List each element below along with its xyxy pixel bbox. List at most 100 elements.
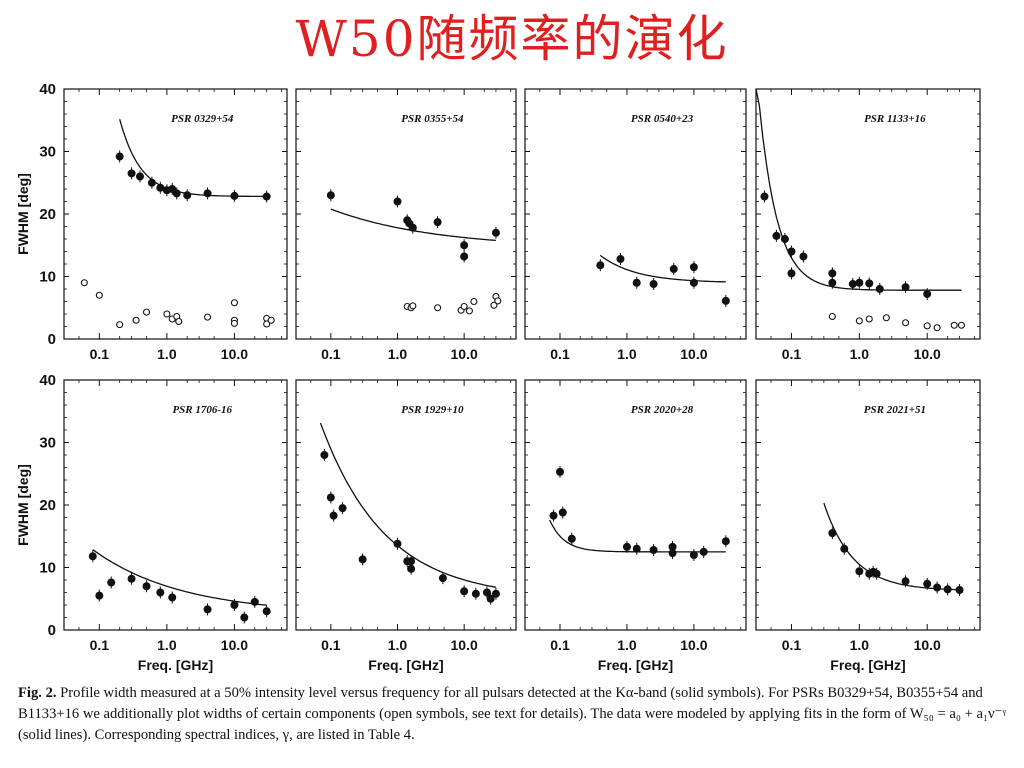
panel-frame [63,88,288,340]
fit-curve [599,254,726,283]
data-point-open [203,313,212,321]
data-point [433,218,442,227]
data-point [438,574,447,583]
data-point-open [263,320,271,328]
data-point [901,577,910,586]
panel-frame [524,379,747,631]
x-tick-label: 0.1 [550,346,570,362]
figure-panels: 0 10 20 30 40 0.1 1.0 10.0 PSR 0329+54 FWHM [deg]… [15,81,981,673]
data-point-open [175,317,183,326]
data-point [320,450,329,459]
y-tick-label: 0 [48,331,56,348]
data-point [558,508,567,517]
x-tick-label: 10.0 [221,637,248,653]
data-point [649,279,658,288]
x-tick-label: 1.0 [617,637,637,653]
data-point [460,252,469,261]
data-point-open [80,279,88,287]
data-point [326,191,335,200]
data-point [326,493,335,502]
x-tick-label: 10.0 [221,346,248,362]
panel-title: PSR 1706-16 [172,404,232,416]
data-point-open [490,301,498,309]
data-point [491,228,500,237]
data-point [669,264,678,273]
y-tick-label: 20 [39,497,56,514]
x-tick-label: 10.0 [680,346,707,362]
panel-title: PSR 1133+16 [864,113,926,125]
data-point-open [923,322,931,330]
x-axis-label: Freq. [GHz] [830,657,905,673]
data-point-open [460,302,468,311]
data-point [556,467,565,476]
data-point-open [902,319,910,327]
x-tick-label: 0.1 [782,637,802,653]
data-point [760,192,769,201]
data-point [828,269,837,278]
data-point [616,254,625,263]
data-point [828,278,837,287]
data-point [460,587,469,596]
y-tick-label: 40 [39,81,56,98]
data-point [828,529,837,538]
data-point [262,192,271,201]
data-point [393,539,402,548]
caption-text: Profile width measured at a 50% intensit… [18,685,1007,743]
data-point-open [494,297,502,305]
panel-title: PSR 0329+54 [171,113,234,125]
panel-title: PSR 0540+23 [631,113,694,125]
data-point [955,586,964,595]
panel-frame [755,88,981,340]
y-tick-label: 40 [39,372,56,389]
x-tick-label: 10.0 [914,637,941,653]
x-tick-label: 0.1 [90,346,110,362]
data-point-open [409,302,417,310]
data-point [338,504,347,513]
data-point-open [865,315,873,323]
y-axis-label: FWHM [deg] [15,173,31,255]
data-point [407,564,416,573]
data-point [721,296,730,305]
data-point [203,189,212,198]
data-point [183,191,192,200]
data-point-open [855,317,863,325]
data-point [107,578,116,587]
x-tick-label: 0.1 [321,346,341,362]
x-tick-label: 0.1 [321,637,341,653]
x-tick-label: 10.0 [680,637,707,653]
data-point [329,511,338,520]
data-point [230,191,239,200]
y-axis-label: FWHM [deg] [15,464,31,546]
data-point [933,583,942,592]
data-point-open [882,314,890,322]
data-point [230,601,239,610]
data-point [156,183,165,192]
data-point [460,241,469,250]
data-point-open [132,316,140,324]
data-point [240,613,249,622]
data-point [486,594,495,603]
x-tick-label: 1.0 [157,637,177,653]
data-point [549,511,558,520]
fit-curve [755,88,962,291]
data-point [840,544,849,553]
data-point [855,567,864,576]
panel-frame [524,88,747,340]
data-point [567,534,576,543]
data-point-open [434,304,442,312]
data-point [923,579,932,588]
data-point [787,269,796,278]
data-point [95,591,104,600]
data-point [127,574,136,583]
data-point [142,582,151,591]
data-point-open [957,321,966,329]
data-point [596,261,605,270]
data-point [408,223,417,232]
data-point [787,247,796,256]
data-point [923,289,932,298]
data-point [622,542,631,551]
x-tick-label: 1.0 [388,637,408,653]
slide-title: W50随频率的演化 [295,10,729,68]
data-point [848,279,857,288]
panel-frame [295,88,517,340]
